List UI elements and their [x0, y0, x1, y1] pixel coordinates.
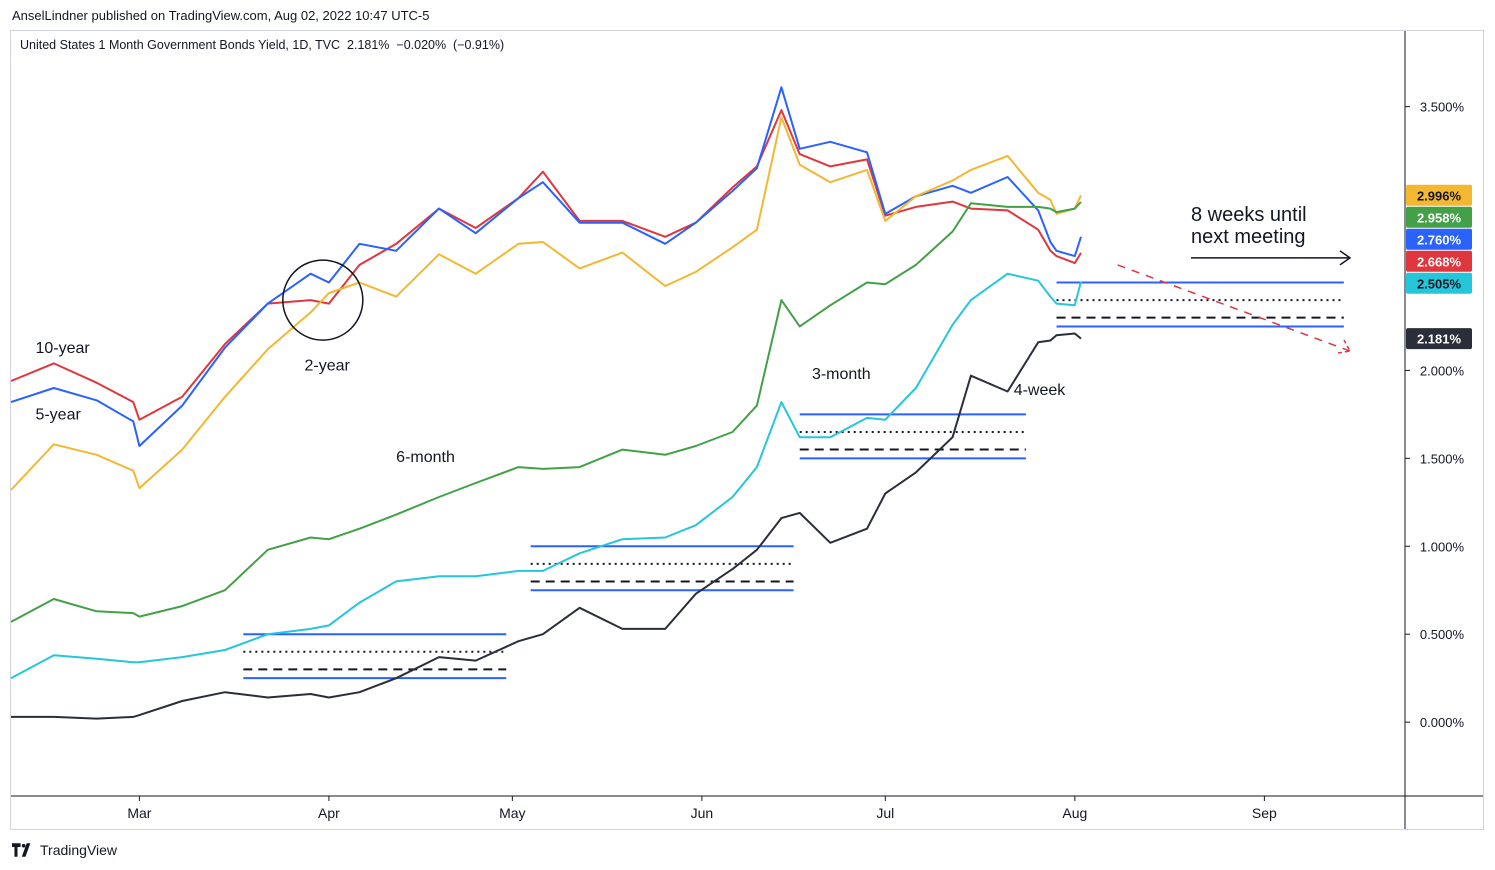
series-label: 6-month — [396, 449, 455, 466]
series-lines — [10, 86, 1082, 720]
badge-label: 2.958% — [1417, 210, 1462, 225]
badge-background — [1406, 206, 1472, 228]
series-label: 2-year — [304, 357, 350, 374]
meeting-note-line-1: 8 weeks until — [1191, 204, 1307, 226]
badge-label: 2.181% — [1417, 332, 1462, 347]
y-tick-label: 1.500% — [1420, 451, 1465, 466]
tradingview-logo-icon — [12, 843, 31, 857]
series-label: 10-year — [35, 340, 90, 357]
last-value-badge-2-year: 2.996% — [1406, 184, 1472, 206]
series-line-3-month[interactable] — [10, 272, 1082, 680]
tradingview-brand[interactable]: TradingView — [12, 842, 117, 858]
chart-axes: Mar Apr May Jun Jul Aug Sep 0.000% 0.500% 1.000% 1… — [11, 31, 1483, 829]
change-percent: (−0.91%) — [453, 38, 505, 52]
range-markers — [243, 281, 1344, 680]
last-value-badges: 2.996% 2.958% 2.760% 2.668% 2.505% 2.181% — [1406, 184, 1472, 350]
series-line-6-month[interactable] — [10, 201, 1082, 623]
projection-line — [1117, 264, 1351, 352]
symbol-name: United States 1 Month Government Bonds Y… — [20, 38, 341, 52]
badge-label: 2.505% — [1417, 276, 1462, 291]
series-label: 4-week — [1014, 382, 1067, 399]
x-tick-label: Jun — [691, 805, 714, 821]
badge-background — [1406, 184, 1472, 206]
series-line-5-year[interactable] — [10, 86, 1082, 447]
last-value: 2.181% — [347, 38, 390, 52]
series-label: 3-month — [812, 366, 871, 383]
last-value-badge-10-year: 2.668% — [1406, 250, 1472, 272]
arrow-head-icon — [1339, 250, 1352, 266]
x-tick-label: Sep — [1252, 805, 1277, 821]
chart-annotations: 10-year 5-year 2-year 6-month 3-month 4-week 8… — [35, 204, 1352, 466]
badge-label: 2.760% — [1417, 232, 1462, 247]
brand-label: TradingView — [40, 842, 118, 858]
x-tick-label: Mar — [127, 805, 151, 821]
x-tick-label: Jul — [876, 805, 894, 821]
chart-frame[interactable] — [10, 30, 1484, 830]
x-tick-label: Apr — [318, 805, 340, 821]
series-line-10-year[interactable] — [10, 109, 1082, 421]
y-tick-label: 2.000% — [1420, 363, 1465, 378]
series-label: 5-year — [35, 407, 81, 424]
badge-background — [1406, 228, 1472, 250]
badge-background — [1406, 272, 1472, 294]
badge-background — [1406, 250, 1472, 272]
y-tick-label: 0.000% — [1420, 715, 1465, 730]
published-by-header: AnselLindner published on TradingView.co… — [12, 8, 430, 23]
last-value-badge-4-week: 2.181% — [1406, 328, 1472, 350]
change-value: −0.020% — [396, 38, 447, 52]
highlight-circle — [282, 259, 364, 341]
y-tick-label: 3.500% — [1420, 100, 1465, 115]
projection-arrow-icon — [1337, 339, 1352, 354]
badge-background — [1406, 328, 1472, 350]
meeting-note-line-2: next meeting — [1191, 226, 1306, 248]
series-line-2-year[interactable] — [10, 116, 1082, 491]
series-line-4-week[interactable] — [11, 332, 1082, 720]
last-value-badge-3-month: 2.505% — [1406, 272, 1472, 294]
x-tick-label: Aug — [1062, 805, 1087, 821]
y-tick-label: 0.500% — [1420, 627, 1465, 642]
badge-label: 2.668% — [1417, 254, 1462, 269]
badge-label: 2.996% — [1417, 188, 1462, 203]
last-value-badge-6-month: 2.958% — [1406, 206, 1472, 228]
last-value-badge-5-year: 2.760% — [1406, 228, 1472, 250]
symbol-title: United States 1 Month Government Bonds Y… — [20, 38, 504, 52]
y-tick-label: 1.000% — [1420, 539, 1465, 554]
x-tick-label: May — [499, 805, 525, 821]
